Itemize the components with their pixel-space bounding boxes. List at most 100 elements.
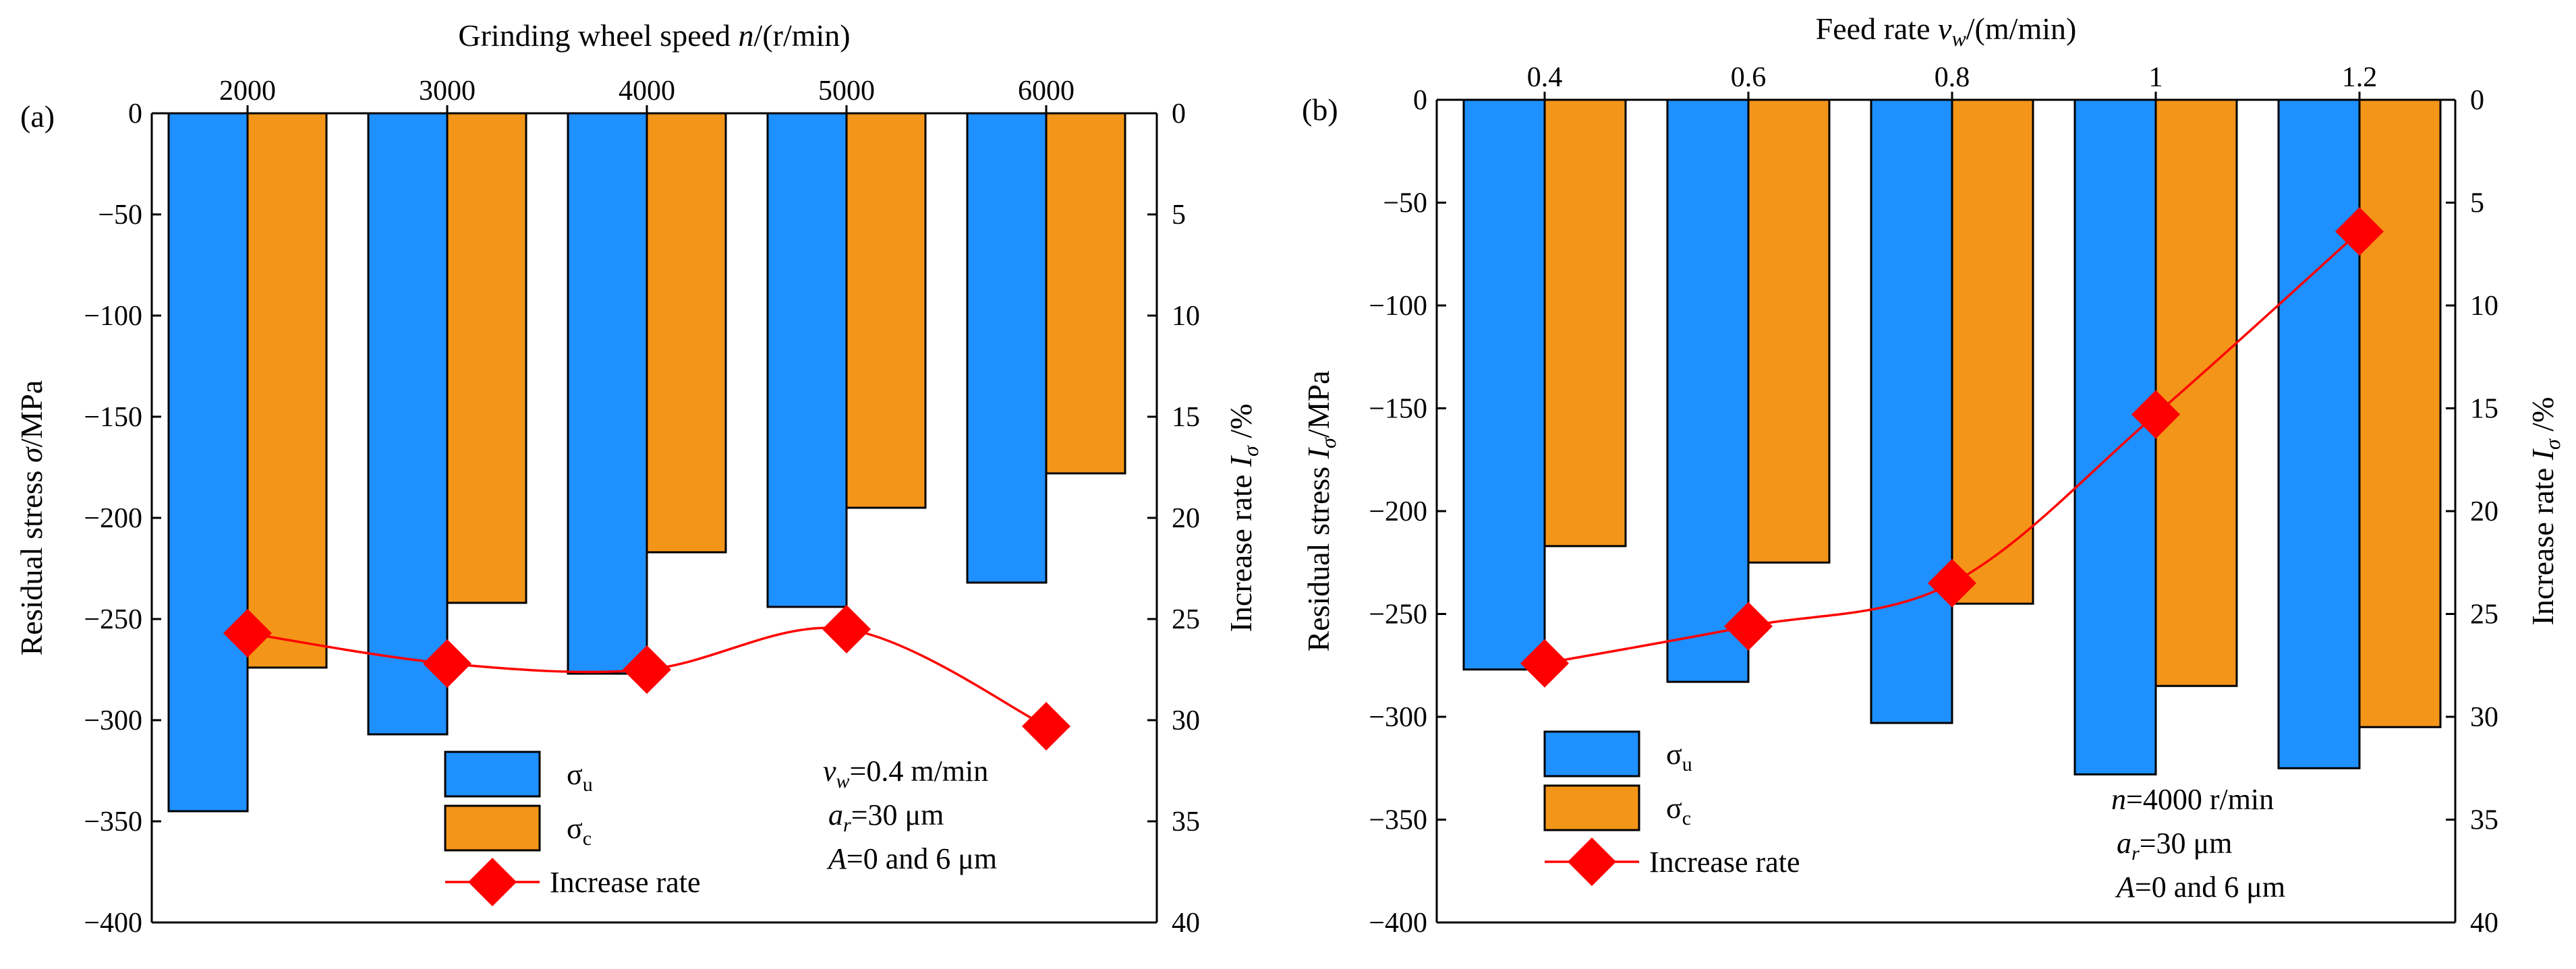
y2-tick-label-5: 25 — [1172, 604, 1200, 635]
x-tick-label-2000: 2000 — [219, 76, 276, 107]
legend-label-sub: c — [1682, 807, 1691, 829]
y2-tick-label-0: 0 — [1172, 98, 1186, 129]
y-tick-label-0: 0 — [1413, 85, 1427, 116]
bar-sigma-u-0.6 — [1666, 98, 1750, 683]
legend-swatch-increase-rate-marker — [1568, 838, 1616, 886]
annotation-2-rest: =30 μm — [2140, 827, 2233, 860]
top-axis-title-prefix: Feed rate — [1816, 11, 1938, 46]
increase-rate-marker-2000 — [223, 609, 272, 657]
top-axis-title: Grinding wheel speed n/(r/min) — [458, 18, 850, 53]
top-axis-title-suffix: /(m/min) — [1966, 11, 2077, 46]
x-tick-label-3000: 3000 — [419, 76, 476, 107]
bar-sigma-c-0.8 — [1951, 98, 2034, 605]
y2-axis-title-var: I — [2525, 448, 2560, 461]
annotation-2-sub: r — [843, 814, 851, 836]
y2-tick-label-1: 5 — [2470, 188, 2484, 219]
y2-axis-title-sub: σ — [1238, 445, 1263, 457]
x-tick-label-4000: 4000 — [619, 76, 675, 107]
y-axis-title: Residual stress σ/MPa — [14, 380, 49, 656]
annotation-1-var: v — [823, 755, 836, 788]
increase-rate-marker-6000 — [1022, 702, 1070, 751]
bar-sigma-u-6000 — [966, 112, 1048, 584]
bar-sigma-u-3000 — [367, 112, 449, 736]
bar-sigma-u-0.8 — [1870, 98, 1953, 724]
top-axis-title-sub: w — [1951, 26, 1966, 51]
bar-sigma-c-0.6 — [1747, 98, 1831, 564]
y2-tick-label-2: 10 — [1172, 301, 1200, 332]
y-tick-label-5: −250 — [1369, 599, 1427, 630]
bar-sigma-c-6000 — [1045, 112, 1126, 475]
y2-tick-label-5: 25 — [2470, 599, 2498, 630]
y2-axis-title: Increase rate Iσ /% — [1224, 404, 1263, 633]
legend-label-sigma-c: σc — [567, 812, 592, 850]
y2-tick-label-8: 40 — [2470, 908, 2498, 939]
y-axis-title-sub: σ — [1316, 437, 1340, 448]
legend-label-main: σ — [1666, 792, 1682, 825]
annotation-1-sub: w — [836, 770, 850, 792]
bar-sigma-u-5000 — [766, 112, 848, 608]
x-tick-label-0.6: 0.6 — [1731, 62, 1767, 93]
y-axis-title-suffix: /MPa — [14, 380, 49, 448]
y2-tick-label-7: 35 — [2470, 805, 2498, 836]
y-axis-title-prefix: Residual stress — [1301, 459, 1336, 651]
y-tick-label-6: −300 — [1369, 702, 1427, 733]
annotation-3-var: A — [2115, 871, 2136, 904]
legend-label-sub: c — [583, 827, 592, 850]
y2-tick-label-4: 20 — [2470, 496, 2498, 527]
increase-rate-marker-0.8 — [1928, 558, 1976, 608]
panel-a: 2000 3000 4000 5000 6000 0 −50 −100 −150 −200 −250… — [14, 18, 1263, 939]
y2-axis-title-suffix: /% — [1224, 404, 1258, 446]
y-axis-title-var: I — [1301, 446, 1336, 459]
legend-label-main: σ — [567, 812, 583, 845]
annotation-line-3: A=0 and 6 μm — [826, 842, 997, 875]
y2-axis-title-sub: σ — [2540, 438, 2565, 450]
top-axis-title-suffix: /(r/min) — [754, 18, 851, 53]
bar-sigma-c-1.2 — [2358, 98, 2442, 728]
increase-rate-marker-5000 — [822, 605, 871, 653]
bar-sigma-c-5000 — [845, 112, 927, 509]
y-tick-label-7: −350 — [84, 806, 142, 838]
legend-label-sub: u — [583, 773, 593, 796]
y2-tick-label-1: 5 — [1172, 200, 1186, 231]
top-axis-title-prefix: Grinding wheel speed — [458, 18, 738, 53]
y-tick-label-5: −250 — [84, 604, 142, 635]
bar-sigma-u-1.2 — [2277, 98, 2361, 769]
y2-tick-label-0: 0 — [2470, 85, 2484, 116]
increase-rate-marker-4000 — [623, 645, 671, 694]
x-tick-label-1.2: 1.2 — [2342, 62, 2378, 93]
x-tick-label-0.4: 0.4 — [1527, 62, 1563, 93]
x-tick-label-5000: 5000 — [818, 76, 875, 107]
increase-rate-marker-3000 — [423, 639, 471, 688]
bar-sigma-u-1 — [2073, 98, 2157, 775]
x-tick-label-0.8: 0.8 — [1935, 62, 1970, 93]
annotation-2-rest: =30 μm — [851, 798, 944, 831]
legend-label-sigma-u: σu — [567, 758, 593, 796]
y-tick-label-2: −100 — [1369, 291, 1427, 322]
bar-sigma-c-1 — [2154, 98, 2238, 687]
legend-swatch-increase-rate-marker — [468, 858, 517, 906]
legend-swatch-sigma-u — [444, 751, 541, 798]
annotation-line-1: n=4000 r/min — [2111, 783, 2274, 816]
annotation-2-sub: r — [2131, 842, 2140, 864]
increase-rate-marker-0.4 — [1520, 639, 1569, 688]
annotation-line-3: A=0 and 6 μm — [2115, 871, 2285, 904]
y-tick-label-8: −400 — [84, 908, 142, 939]
legend-label-main: σ — [567, 758, 583, 791]
y-tick-label-1: −50 — [98, 200, 142, 231]
legend-label-increase-rate: Increase rate — [1649, 846, 1800, 879]
y-tick-label-4: −200 — [1369, 496, 1427, 527]
legend-label-main: σ — [1666, 738, 1682, 771]
bar-sigma-u-0.4 — [1462, 98, 1546, 671]
increase-rate-marker-1 — [2131, 390, 2180, 439]
bar-sigma-c-0.4 — [1543, 98, 1627, 548]
annotation-3-rest: =0 and 6 μm — [847, 842, 997, 875]
y-axis-title-prefix: Residual stress — [14, 463, 49, 655]
y-tick-label-2: −100 — [84, 301, 142, 332]
annotation-line-2: ar=30 μm — [828, 798, 944, 836]
legend-label-sigma-c: σc — [1666, 792, 1691, 829]
y2-tick-label-6: 30 — [2470, 702, 2498, 733]
top-axis-title-var: v — [1938, 11, 1952, 46]
